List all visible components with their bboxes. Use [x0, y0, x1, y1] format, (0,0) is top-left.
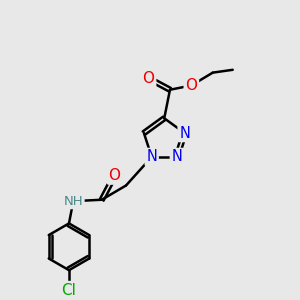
Text: NH: NH [64, 195, 83, 208]
Text: O: O [142, 71, 154, 86]
Text: O: O [185, 78, 197, 93]
Text: Cl: Cl [61, 283, 76, 298]
Text: N: N [146, 149, 157, 164]
Text: O: O [109, 168, 121, 183]
Text: N: N [171, 149, 182, 164]
Text: N: N [179, 126, 190, 141]
